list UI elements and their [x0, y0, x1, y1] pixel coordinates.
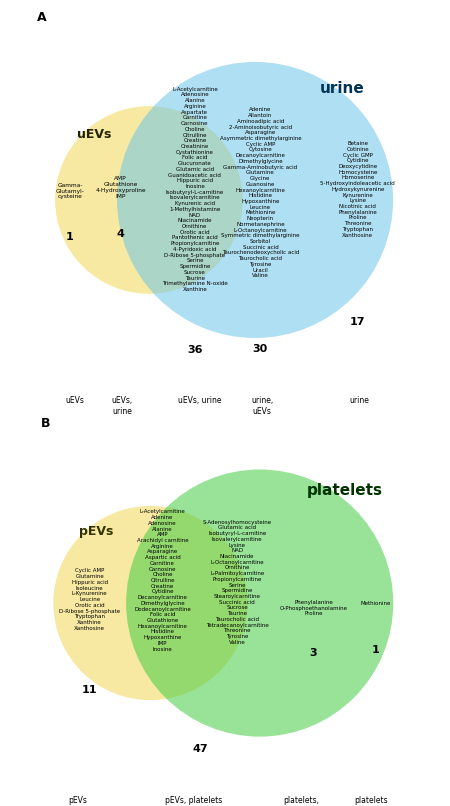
- Text: platelets,
pEVs: platelets, pEVs: [284, 796, 320, 806]
- Text: 4: 4: [117, 229, 125, 239]
- Text: uEVs,
urine: uEVs, urine: [112, 397, 133, 416]
- Text: S-Adenosylhomocysteine
Glutamic acid
Isobutyryl-L-carnitine
Isovalerylcarnitine
: S-Adenosylhomocysteine Glutamic acid Iso…: [202, 520, 272, 645]
- Text: uEVs, urine: uEVs, urine: [179, 397, 222, 405]
- Text: 11: 11: [82, 685, 98, 695]
- Circle shape: [117, 62, 393, 338]
- Text: B: B: [41, 418, 51, 430]
- Text: pEVs: pEVs: [68, 796, 87, 804]
- Circle shape: [126, 469, 393, 737]
- Text: platelets: platelets: [354, 796, 387, 804]
- Text: pEVs: pEVs: [80, 526, 114, 538]
- Text: 17: 17: [350, 317, 365, 327]
- Text: platelets: platelets: [307, 483, 382, 498]
- Text: uEVs: uEVs: [65, 397, 84, 405]
- Text: AMP
Glutathione
4-Hydroxyproline
IMP: AMP Glutathione 4-Hydroxyproline IMP: [95, 177, 146, 199]
- Text: pEVs, platelets: pEVs, platelets: [165, 796, 222, 804]
- Text: 30: 30: [253, 343, 268, 354]
- Text: Phenylalanine
O-Phosphoethanolamine
Proline: Phenylalanine O-Phosphoethanolamine Prol…: [279, 600, 347, 617]
- Text: 1: 1: [66, 232, 74, 242]
- Text: 47: 47: [193, 744, 208, 754]
- Text: Gamma-
Glutamyl-
cysteine: Gamma- Glutamyl- cysteine: [55, 183, 85, 199]
- Text: Methionine: Methionine: [361, 600, 391, 605]
- Text: Cyclic AMP
Glutamine
Hippuric acid
Isoleucine
L-Kynurenine
Leucine
Orotic acid
D: Cyclic AMP Glutamine Hippuric acid Isole…: [59, 568, 120, 630]
- Text: L-Acetylcarnitine
Adenine
Adenosine
Alanine
AMP
Arachidyl carnitine
Arginine
Asp: L-Acetylcarnitine Adenine Adenosine Alan…: [134, 509, 191, 651]
- Text: urine: urine: [350, 397, 369, 405]
- Text: 1: 1: [372, 645, 380, 655]
- Text: 3: 3: [310, 648, 317, 659]
- Text: A: A: [37, 10, 47, 23]
- Text: urine,
uEVs: urine, uEVs: [251, 397, 273, 416]
- Text: urine: urine: [320, 81, 364, 96]
- Text: 36: 36: [187, 346, 202, 355]
- Text: L-Acetylcarnitine
Adenosine
Alanine
Arginine
Aspartate
Carnitine
Carnosine
Choli: L-Acetylcarnitine Adenosine Alanine Argi…: [162, 87, 228, 292]
- Text: Adenine
Allantoin
Aminoadipic acid
2-Aminoisobutyric acid
Asparagine
Asymmetric : Adenine Allantoin Aminoadipic acid 2-Ami…: [220, 107, 301, 278]
- Circle shape: [55, 106, 243, 293]
- Text: Betaine
Cotinine
Cyclic GMP
Cytidine
Deoxycytidine
Homocysteine
Homoserine
5-Hyd: Betaine Cotinine Cyclic GMP Cytidine Deo…: [320, 141, 395, 238]
- Text: uEVs: uEVs: [77, 128, 111, 141]
- Circle shape: [53, 506, 248, 700]
